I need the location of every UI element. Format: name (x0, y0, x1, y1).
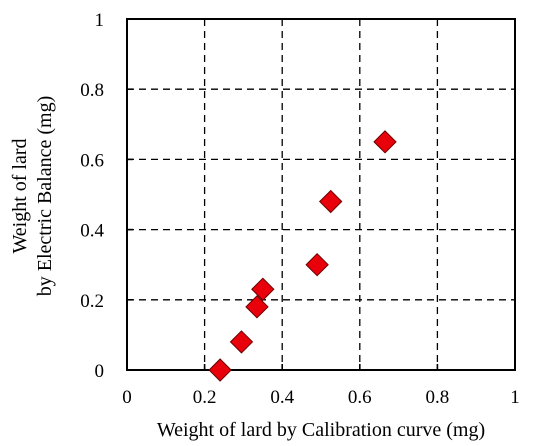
y-axis-tick-labels: 0 0.2 0.4 0.6 0.8 1 (80, 10, 104, 382)
x-tick-label: 1 (510, 387, 520, 408)
x-axis-title: Weight of lard by Calibration curve (mg) (157, 419, 485, 441)
grid-lines (127, 19, 515, 370)
x-tick-label: 0.4 (270, 387, 294, 408)
x-tick-label: 0.2 (193, 387, 217, 408)
data-point-marker (208, 358, 232, 382)
y-tick-label: 0 (95, 361, 105, 382)
x-tick-label: 0.8 (426, 387, 450, 408)
x-tick-label: 0 (122, 387, 132, 408)
x-tick-label: 0.6 (348, 387, 372, 408)
data-point-marker (229, 330, 254, 354)
axis-ticks (126, 18, 516, 371)
y-axis-title-line-2: by Electric Balance (mg) (34, 96, 56, 296)
data-point-marker (305, 252, 329, 277)
data-point-marker (251, 277, 275, 301)
y-tick-label: 0.8 (80, 80, 104, 101)
data-point-marker (373, 130, 397, 154)
data-point-marker (245, 295, 269, 319)
y-tick-label: 0.6 (80, 150, 104, 171)
y-tick-label: 1 (95, 10, 105, 31)
y-axis-title-line-1: Weight of lard (9, 138, 31, 253)
y-tick-label: 0.2 (80, 291, 104, 312)
y-axis-title: Weight of lard by Electric Balance (mg) (9, 96, 56, 296)
plot-frame (126, 18, 516, 371)
y-tick-label: 0.4 (80, 221, 104, 242)
x-axis-tick-labels: 0 0.2 0.4 0.6 0.8 1 (122, 387, 520, 408)
data-markers (208, 130, 397, 382)
data-point-marker (318, 189, 343, 214)
